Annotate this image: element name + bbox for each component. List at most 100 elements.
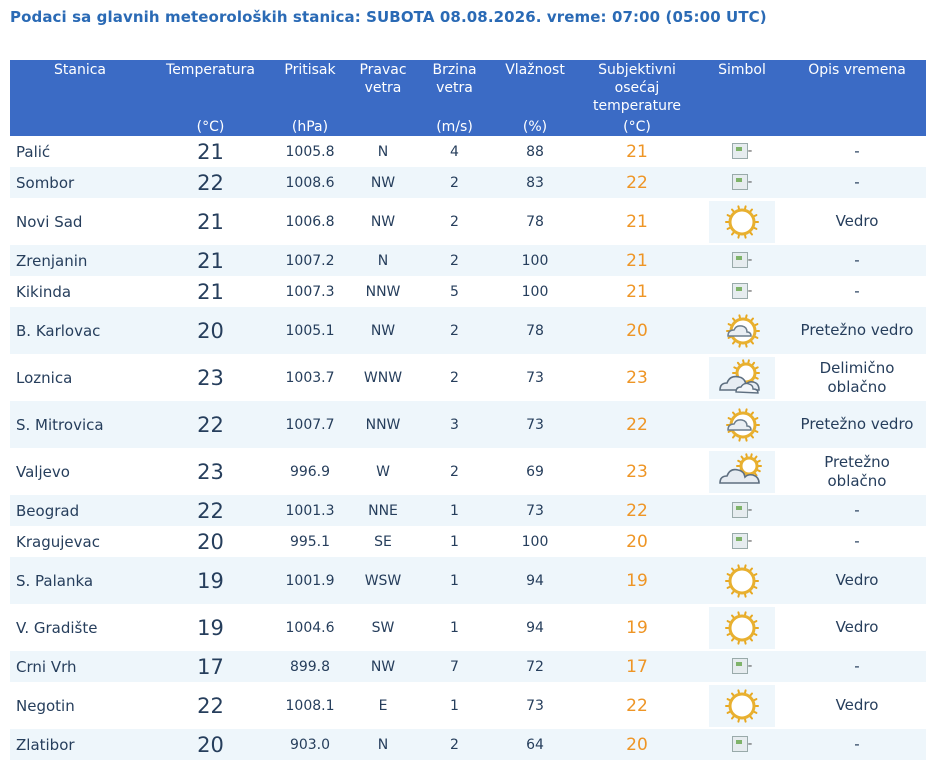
pressure-cell: 1008.6 [271,167,349,198]
header-label: Subjektivni osećaj temperature [593,62,681,114]
header-stanica: Stanica [10,60,150,136]
wind-direction-cell: NW [349,167,417,198]
symbol-cell: - [696,495,788,526]
feels-like-cell: 20 [578,307,696,354]
table-row: V. Gradište 19 1004.6 SW 1 94 19 Vedro [10,604,926,651]
description-text: - [854,173,860,191]
broken-image-glyph [731,502,748,519]
station-cell: Palić [16,142,51,161]
station-cell: Crni Vrh [10,651,150,682]
broken-image-icon: - [731,252,753,269]
header-pritisak: Pritisak (hPa) [271,60,349,136]
sun-icon [709,560,775,602]
header-unit: (%) [522,119,548,135]
description-cell: - [788,495,926,526]
clouds-sun-icon [709,450,775,493]
pressure-cell: 1007.3 [285,283,335,300]
station-cell: S. Palanka [10,557,150,604]
wind-speed-cell: 1 [450,697,459,714]
temperature-cell: 20 [150,729,271,760]
broken-image-glyph [731,533,748,550]
station-cell: Novi Sad [16,212,83,231]
wind-speed-cell: 3 [417,401,492,448]
header-label: Brzina vetra [432,62,477,96]
description-text: - [854,282,860,300]
feels-like-cell: 22 [626,695,648,716]
description-text: - [854,532,860,550]
feels-like-cell: 22 [578,167,696,198]
station-cell: Kragujevac [16,532,100,551]
description-text: Vedro [835,212,879,230]
humidity-cell: 83 [492,167,578,198]
feels-like-cell: 19 [578,557,696,604]
header-subjektivni-osecaj: Subjektivni osećaj temperature (°C) [578,60,696,136]
wind-direction-cell: WSW [349,557,417,604]
description-text: Pretežno vedro [800,321,914,339]
table-row: Novi Sad 21 1006.8 NW 2 78 21 Vedro [10,198,926,245]
description-cell: Pretežno oblačno [788,448,926,495]
broken-image-icon: - [731,143,753,160]
temperature-cell: 23 [197,365,224,390]
symbol-cell [696,307,788,354]
description-text: - [854,501,860,519]
pressure-cell: 1005.1 [271,307,349,354]
humidity-cell: 72 [492,651,578,682]
station-cell: Valjevo [16,462,70,481]
symbol-cell: - [696,276,788,307]
station-cell: B. Karlovac [10,307,150,354]
humidity-cell: 78 [492,307,578,354]
wind-speed-cell: 1 [417,557,492,604]
header-label: Pritisak [284,62,336,78]
sun-small-cloud-icon [709,404,775,446]
feels-like-cell: 19 [626,617,648,638]
header-unit: (hPa) [291,119,329,135]
feels-like-cell: 22 [578,401,696,448]
wind-speed-cell: 5 [450,283,459,300]
sun-icon [709,684,775,727]
table-row: Palić 21 1005.8 N 4 88 21 - - [10,136,926,167]
header-label: Stanica [54,62,106,78]
station-cell: Zlatibor [10,729,150,760]
header-label: Pravac vetra [359,62,407,96]
humidity-cell: 88 [526,143,544,160]
symbol-cell [696,198,788,245]
broken-image-icon: - [731,174,753,191]
table-row: Kikinda 21 1007.3 NNW 5 100 21 - - [10,276,926,307]
description-text: Vedro [835,696,879,714]
humidity-cell: 73 [492,401,578,448]
feels-like-cell: 20 [626,531,648,552]
feels-like-cell: 21 [626,141,648,162]
wind-speed-cell: 1 [450,533,459,550]
sun-icon [709,606,775,649]
temperature-cell: 23 [197,459,224,484]
header-unit: (°C) [623,119,651,135]
description-cell: Vedro [788,682,926,729]
description-text: Pretežno oblačno [824,452,890,490]
pressure-cell: 1001.9 [271,557,349,604]
feels-like-cell: 23 [626,367,648,388]
description-cell: Delimično oblačno [788,354,926,401]
header-unit: (°C) [196,119,225,135]
header-temperatura: Temperatura (°C) [150,60,271,136]
humidity-cell: 78 [526,213,544,230]
table-body: Palić 21 1005.8 N 4 88 21- - Sombor 22 1008.6 NW 2 83… [10,136,926,760]
humidity-cell: 100 [521,533,549,550]
humidity-cell: 94 [526,619,544,636]
description-cell: - [788,651,926,682]
wind-speed-cell: 2 [417,729,492,760]
symbol-alt-text: - [747,174,753,190]
temperature-cell: 19 [150,557,271,604]
symbol-alt-text: - [747,143,753,159]
description-text: Vedro [835,571,879,589]
broken-image-icon: - [731,533,752,550]
symbol-cell [696,354,788,401]
symbol-cell: - [696,729,788,760]
weather-stations-table: Stanica Temperatura (°C) Pritisak (hPa) Prava… [10,60,926,760]
header-label: Temperatura [166,62,255,78]
wind-direction-cell: NW [370,213,396,230]
broken-image-icon: - [731,283,752,300]
symbol-alt-text: - [747,252,753,268]
humidity-cell: 73 [526,697,544,714]
table-row: Zrenjanin 21 1007.2 N 2 100 21- - [10,245,926,276]
pressure-cell: 899.8 [271,651,349,682]
